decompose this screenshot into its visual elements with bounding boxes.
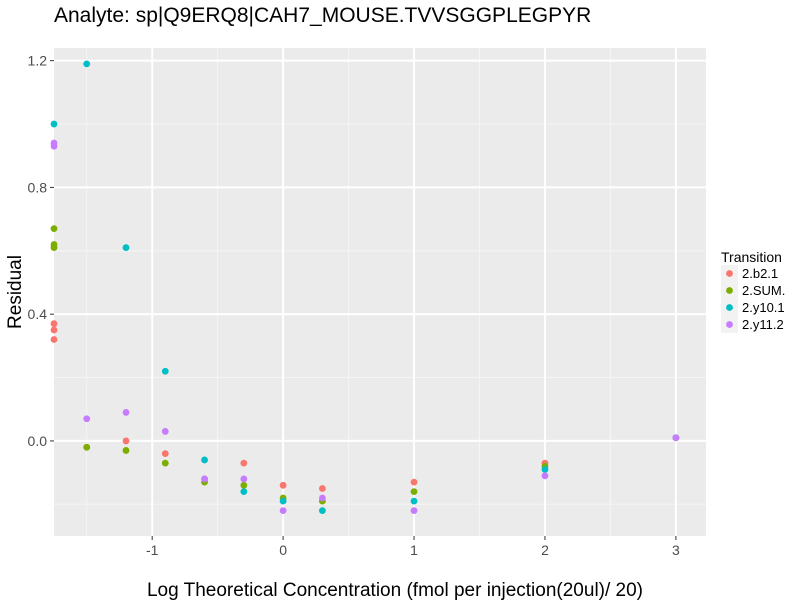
point-2.SUM. — [50, 225, 58, 233]
point-2.y10.1 — [410, 497, 418, 505]
point-2.y10.1 — [240, 488, 248, 496]
point-2.y11.2 — [240, 475, 248, 483]
legend: Transition 2.b2.1 2.SUM. 2.y10.1 2.y11.2 — [721, 249, 785, 333]
point-2.SUM. — [122, 447, 130, 454]
y-axis-title: Residual — [5, 255, 26, 329]
legend-title: Transition — [721, 249, 782, 265]
point-2.b2.1 — [50, 336, 58, 343]
legend-key-2.b2.1 — [726, 270, 733, 277]
chart-title: Analyte: sp|Q9ERQ8|CAH7_MOUSE.TVVSGGPLEG… — [54, 4, 591, 27]
point-2.b2.1 — [410, 478, 418, 486]
legend-label: 2.y10.1 — [742, 300, 785, 315]
point-2.y11.2 — [541, 472, 549, 480]
point-2.SUM. — [410, 488, 418, 496]
point-2.y10.1 — [279, 497, 287, 505]
legend-label: 2.y11.2 — [742, 317, 784, 332]
point-2.SUM. — [50, 244, 58, 252]
point-2.y11.2 — [50, 142, 58, 150]
y-axis-ticks: 0.0 0.4 0.8 1.2 — [28, 53, 54, 449]
x-tick-label: 1 — [410, 542, 418, 558]
legend-label: 2.SUM. — [742, 283, 785, 298]
point-2.y10.1 — [50, 120, 58, 128]
point-2.y11.2 — [318, 494, 326, 502]
point-2.b2.1 — [50, 326, 58, 334]
point-2.y10.1 — [122, 244, 130, 252]
grid-minor — [54, 48, 706, 536]
x-tick-label: 0 — [279, 542, 287, 558]
x-axis-title: Log Theoretical Concentration (fmol per … — [147, 580, 643, 600]
point-2.y10.1 — [318, 507, 326, 515]
point-2.y11.2 — [672, 434, 680, 442]
point-2.y11.2 — [279, 507, 287, 515]
point-2.b2.1 — [318, 485, 326, 492]
point-2.SUM. — [240, 481, 248, 489]
y-tick-label: 1.2 — [28, 53, 48, 69]
x-axis-ticks: -1 0 1 2 3 — [146, 536, 680, 558]
legend-label: 2.b2.1 — [742, 266, 778, 281]
y-tick-label: 0.0 — [28, 433, 48, 449]
point-2.y11.2 — [410, 507, 418, 515]
point-2.y10.1 — [83, 60, 91, 68]
data-points — [50, 60, 680, 515]
point-2.b2.1 — [240, 459, 248, 467]
point-2.y10.1 — [161, 367, 169, 375]
point-2.b2.1 — [279, 481, 287, 489]
point-2.b2.1 — [161, 450, 169, 458]
x-tick-label: 2 — [541, 542, 549, 558]
point-2.b2.1 — [122, 437, 130, 445]
point-2.b2.1 — [50, 320, 58, 328]
point-2.y11.2 — [201, 475, 208, 483]
point-2.y11.2 — [161, 428, 169, 435]
point-2.y10.1 — [201, 456, 208, 464]
y-tick-label: 0.4 — [28, 306, 48, 322]
point-2.y11.2 — [122, 409, 130, 416]
x-tick-label: -1 — [146, 542, 159, 558]
point-2.SUM. — [161, 459, 169, 467]
legend-key-2.SUM. — [726, 287, 733, 294]
legend-key-2.y11.2 — [726, 321, 733, 328]
x-tick-label: 3 — [672, 542, 680, 558]
y-tick-label: 0.8 — [28, 179, 48, 195]
legend-key-2.y10.1 — [726, 304, 733, 311]
grid-major — [54, 48, 706, 536]
point-2.y11.2 — [83, 415, 91, 423]
point-2.y10.1 — [541, 466, 549, 473]
point-2.SUM. — [83, 443, 91, 451]
